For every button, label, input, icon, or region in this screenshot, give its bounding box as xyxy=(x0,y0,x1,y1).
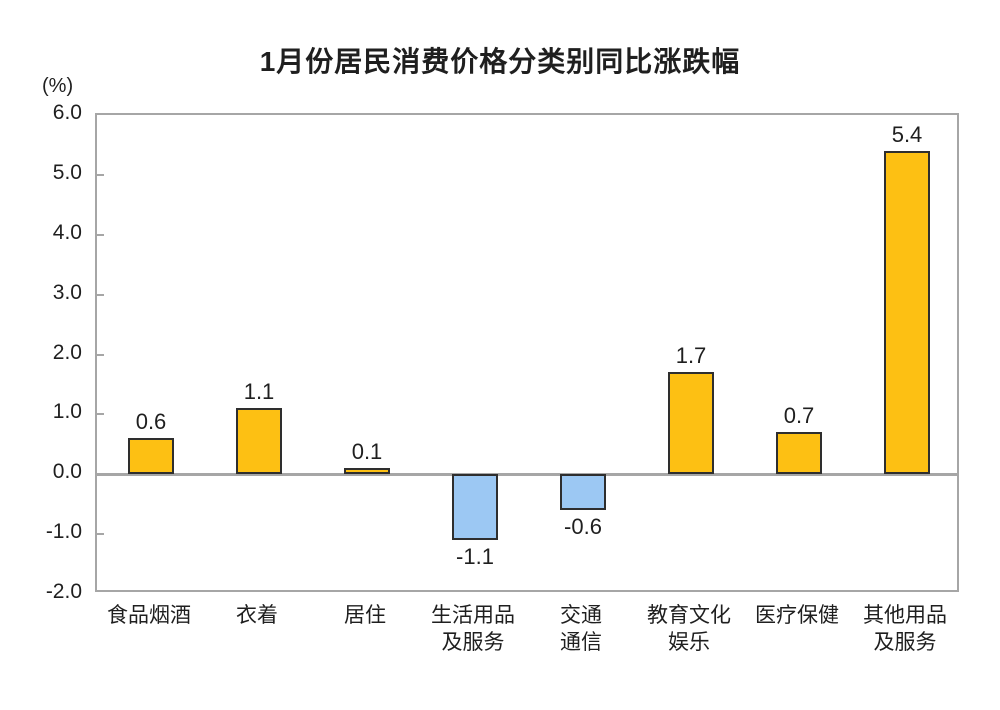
plot-area: 0.6 1.1 0.1 -1.1 -0.6 1.7 0.7 5.4 xyxy=(95,113,959,592)
x-tick-label: 生活用品 及服务 xyxy=(431,604,515,654)
bar-value-label: 0.7 xyxy=(783,403,815,429)
bar-value-label: 5.4 xyxy=(891,121,923,147)
y-tick-mark xyxy=(97,413,104,416)
y-tick-label: 2.0 xyxy=(52,340,82,364)
y-tick-label: 1.0 xyxy=(52,400,82,424)
y-tick-label: 5.0 xyxy=(52,160,82,184)
x-tick-label: 其他用品 及服务 xyxy=(863,604,947,654)
x-tick-label: 交通 通信 xyxy=(560,604,602,654)
y-axis-unit-label: (%) xyxy=(42,75,74,97)
bar-value-label: 0.1 xyxy=(351,439,383,465)
y-tick-label: 4.0 xyxy=(52,220,82,244)
y-tick-label: 3.0 xyxy=(52,280,82,304)
bar xyxy=(236,408,282,475)
y-tick-label: -1.0 xyxy=(45,520,82,544)
y-tick-label: 6.0 xyxy=(52,101,82,124)
bar xyxy=(884,150,930,475)
x-tick-label: 居住 xyxy=(344,604,386,627)
bar-value-label: -0.6 xyxy=(564,514,602,540)
y-tick-mark xyxy=(97,173,104,176)
zero-baseline xyxy=(97,472,957,476)
bar-value-label: 1.1 xyxy=(243,379,275,405)
y-tick-mark xyxy=(97,233,104,236)
y-tick-label: 0.0 xyxy=(52,460,82,484)
bar xyxy=(668,372,714,475)
y-tick-label: -2.0 xyxy=(45,580,82,603)
bar-value-label: 0.6 xyxy=(135,409,167,435)
bar xyxy=(560,474,606,511)
chart-title: 1月份居民消费价格分类别同比涨跌幅 xyxy=(259,46,741,77)
bar-value-label: 1.7 xyxy=(675,343,707,369)
x-tick-label: 医疗保健 xyxy=(755,604,839,627)
x-tick-label: 教育文化 娱乐 xyxy=(647,604,731,654)
y-tick-mark xyxy=(97,293,104,296)
bar xyxy=(776,432,822,475)
bar xyxy=(452,474,498,541)
y-tick-mark xyxy=(97,533,104,536)
bar-value-label: -1.1 xyxy=(456,544,494,570)
x-tick-label: 食品烟酒 xyxy=(107,604,191,627)
bar xyxy=(128,438,174,475)
y-tick-mark xyxy=(97,353,104,356)
x-tick-label: 衣着 xyxy=(236,604,278,627)
bar xyxy=(344,468,390,475)
